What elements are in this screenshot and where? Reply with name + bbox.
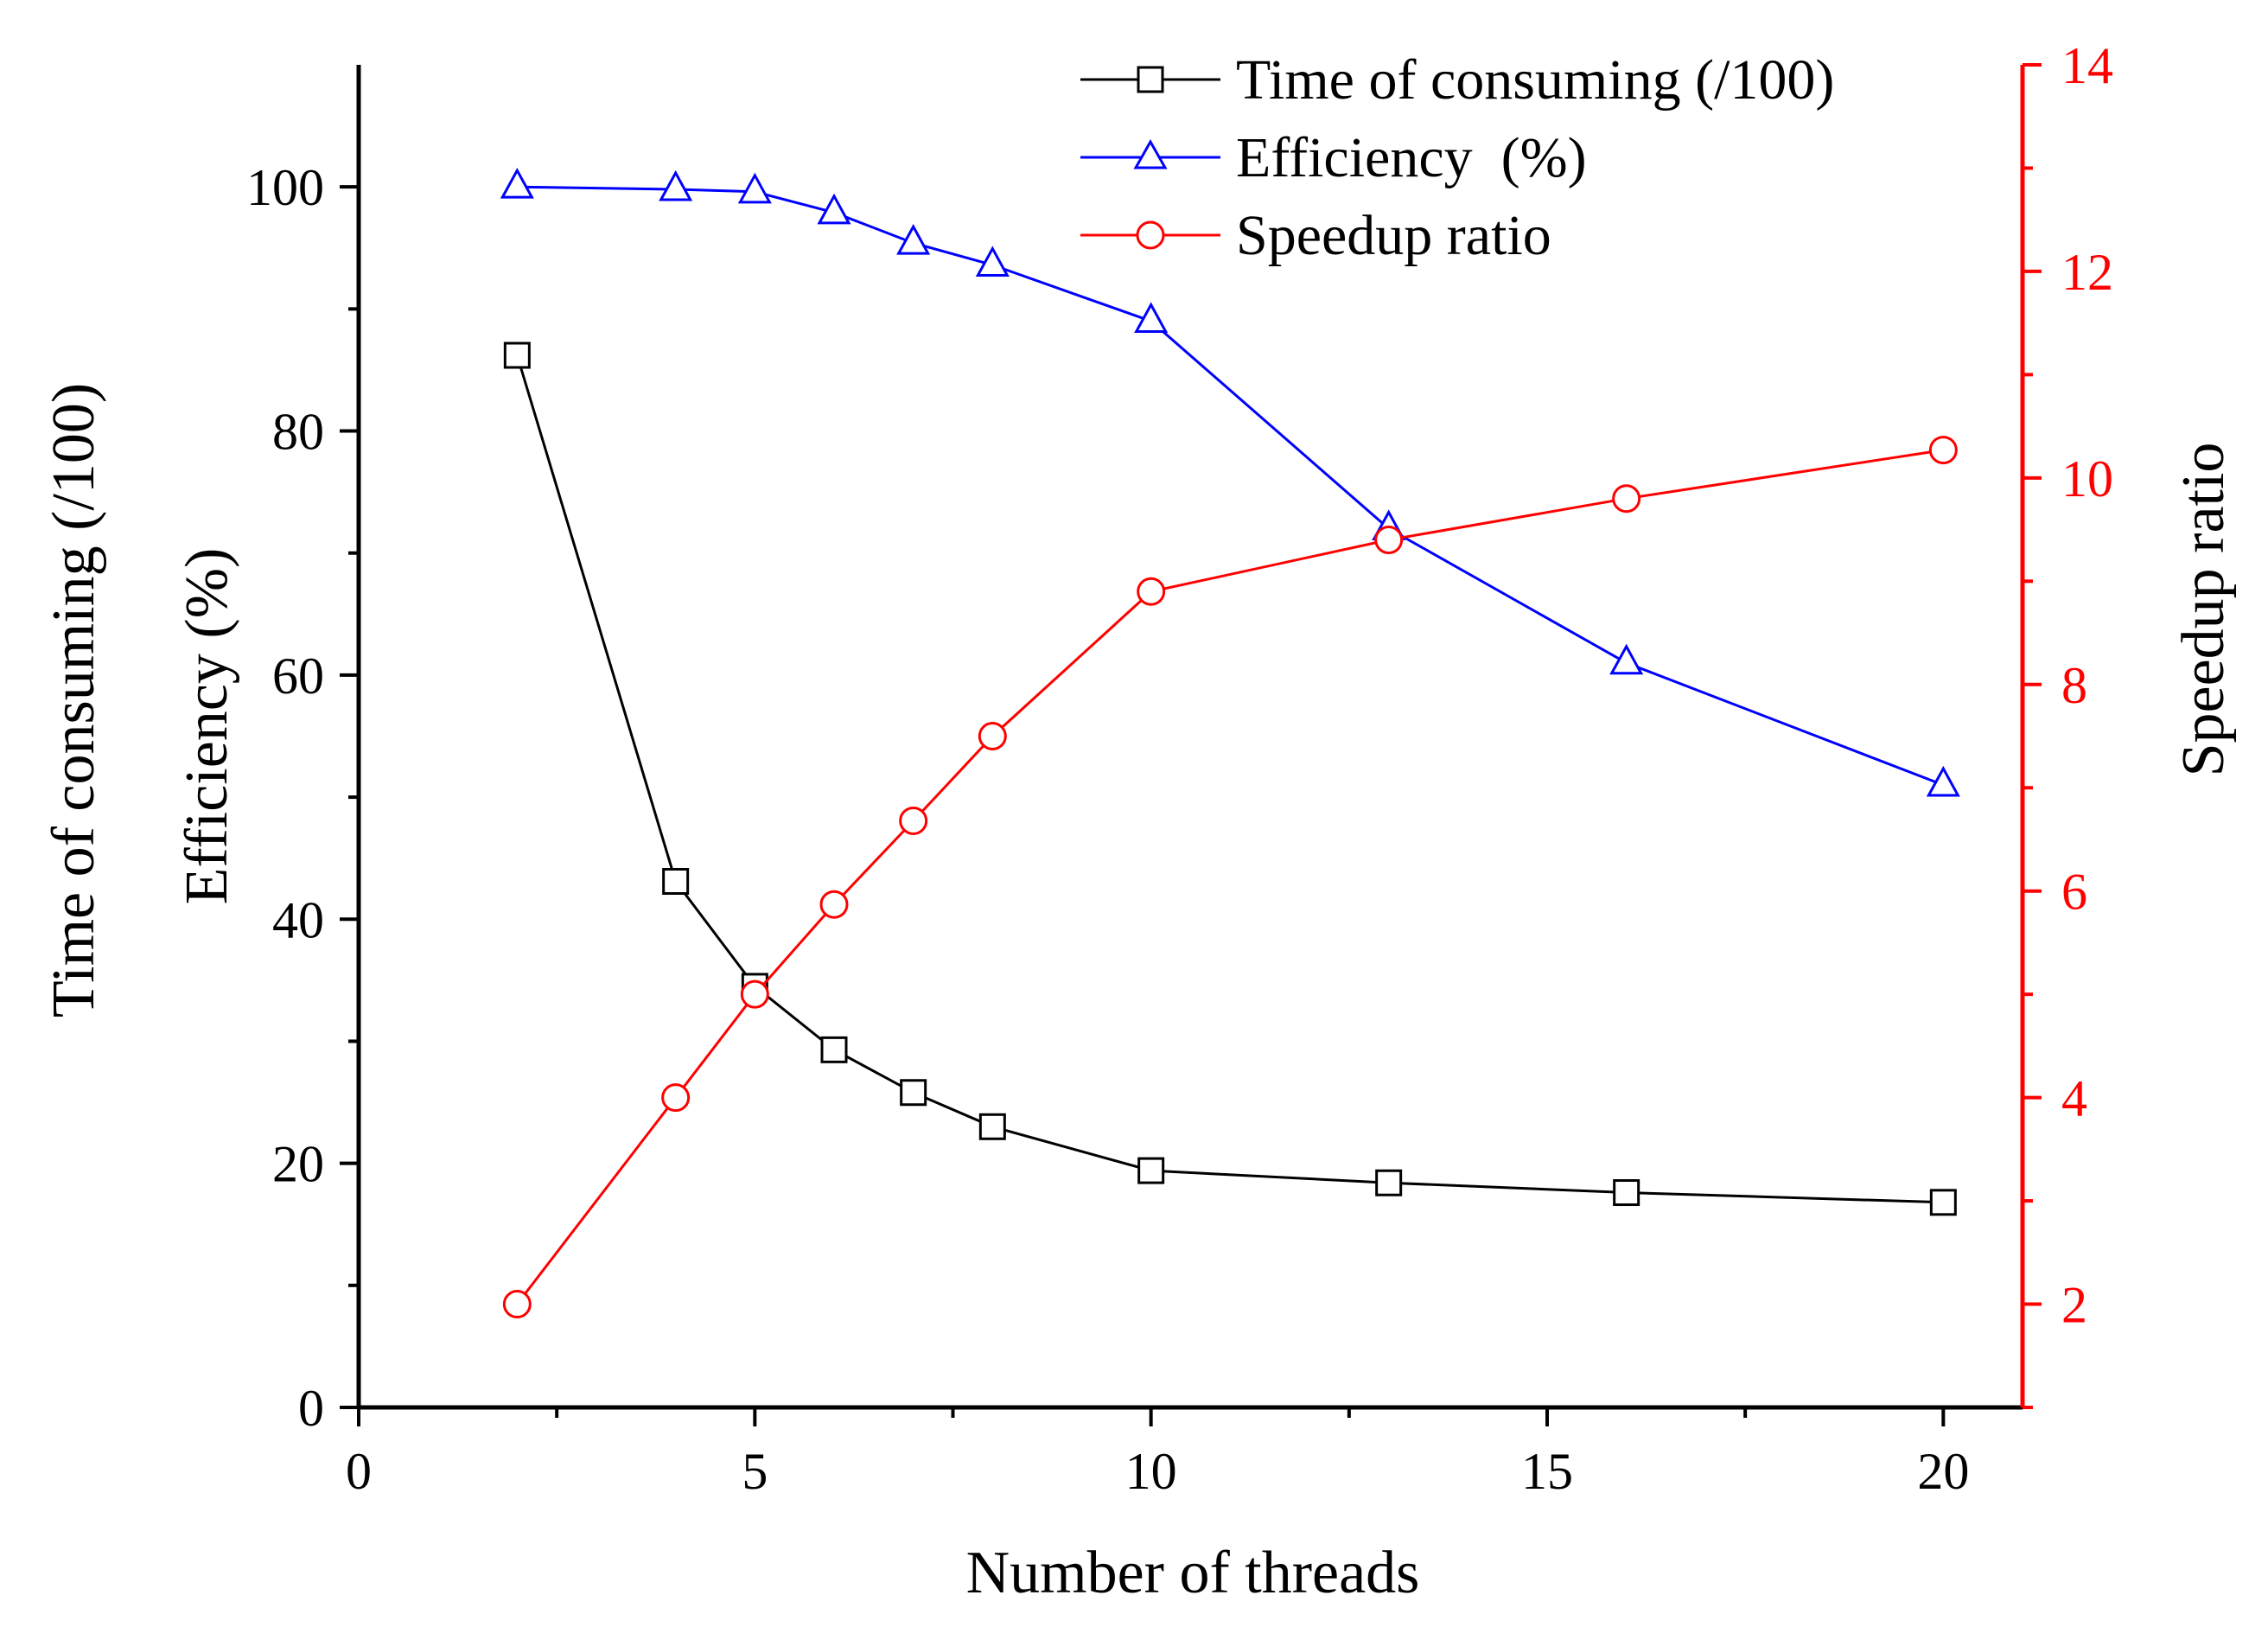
x-axis-title: Number of threads — [966, 1540, 1420, 1606]
left-tick-label: 0 — [298, 1380, 324, 1437]
right-tick-label: 2 — [2061, 1277, 2087, 1334]
x-tick-label: 15 — [1521, 1443, 1573, 1500]
left-tick-label: 40 — [272, 891, 324, 948]
series-triangle — [500, 168, 1960, 797]
right-tick-label: 6 — [2061, 864, 2087, 921]
data-point-square — [662, 868, 690, 896]
data-point-triangle — [975, 246, 1010, 278]
data-point-triangle — [896, 224, 931, 255]
x-tick-label: 10 — [1125, 1443, 1177, 1500]
data-point-triangle — [659, 169, 693, 201]
x-axis-ticks: 0 5 10 15 20 — [346, 1407, 1969, 1500]
legend-circle-marker — [1136, 220, 1165, 250]
legend-label-efficiency: Efficiency (%) — [1236, 126, 1587, 189]
left-tick-label: 80 — [272, 404, 324, 461]
right-tick-label: 12 — [2061, 244, 2113, 301]
x-tick-label: 5 — [742, 1443, 768, 1500]
data-point-circle — [740, 979, 769, 1009]
data-point-triangle — [1134, 302, 1169, 333]
legend-label-speedup: Speedup ratio — [1236, 204, 1551, 267]
left-axis-title-inner: Efficiency (%) — [174, 548, 240, 905]
data-point-circle — [899, 806, 928, 835]
data-point-square — [1929, 1189, 1957, 1216]
data-point-circle — [1928, 436, 1958, 465]
legend-triangle-marker — [1133, 138, 1168, 169]
data-point-circle — [661, 1083, 691, 1113]
data-point-square — [1137, 1157, 1165, 1184]
data-point-triangle — [817, 193, 851, 225]
series-line — [516, 449, 1944, 1305]
data-point-circle — [502, 1290, 532, 1319]
data-point-square — [820, 1036, 848, 1063]
data-point-square — [900, 1079, 927, 1107]
legend-square-marker — [1137, 66, 1164, 93]
legend-label-time: Time of consuming (/100) — [1236, 48, 1834, 112]
data-point-circle — [819, 890, 849, 919]
series-layer — [500, 168, 1960, 1319]
right-tick-label: 8 — [2061, 657, 2087, 714]
data-point-circle — [978, 722, 1007, 750]
left-tick-label: 100 — [246, 159, 324, 216]
series-line — [515, 354, 1944, 1204]
left-tick-label: 20 — [272, 1136, 324, 1193]
legend-item-time: Time of consuming (/100) — [1080, 48, 1834, 112]
data-point-square — [1613, 1179, 1640, 1207]
right-tick-label: 14 — [2061, 37, 2113, 94]
data-point-circle — [1374, 526, 1404, 555]
data-point-triangle — [737, 172, 772, 204]
right-tick-label: 10 — [2061, 450, 2113, 507]
x-tick-label: 20 — [1917, 1443, 1969, 1500]
data-point-triangle — [500, 168, 534, 199]
data-point-circle — [1612, 484, 1641, 514]
legend: Time of consuming (/100) Efficiency (%) … — [1080, 48, 1834, 267]
right-axis-ticks: 2 4 6 8 10 12 14 — [2023, 37, 2113, 1409]
data-point-square — [503, 341, 531, 369]
series-line — [517, 185, 1944, 787]
left-axis-ticks: 0 20 40 60 80 100 — [246, 159, 359, 1437]
series-circle — [502, 436, 1958, 1319]
data-point-triangle — [1926, 765, 1960, 797]
left-tick-label: 60 — [272, 648, 324, 705]
right-axis-title: Speedup ratio — [2170, 443, 2237, 777]
right-tick-label: 4 — [2061, 1070, 2087, 1127]
data-point-triangle — [1609, 643, 1644, 675]
data-point-square — [978, 1113, 1006, 1140]
data-point-square — [1375, 1169, 1403, 1196]
legend-item-speedup: Speedup ratio — [1080, 204, 1551, 267]
left-axis-title-outer: Time of consuming (/100) — [41, 383, 107, 1018]
x-tick-label: 0 — [346, 1443, 372, 1500]
data-point-circle — [1137, 577, 1166, 606]
legend-item-efficiency: Efficiency (%) — [1080, 126, 1587, 189]
